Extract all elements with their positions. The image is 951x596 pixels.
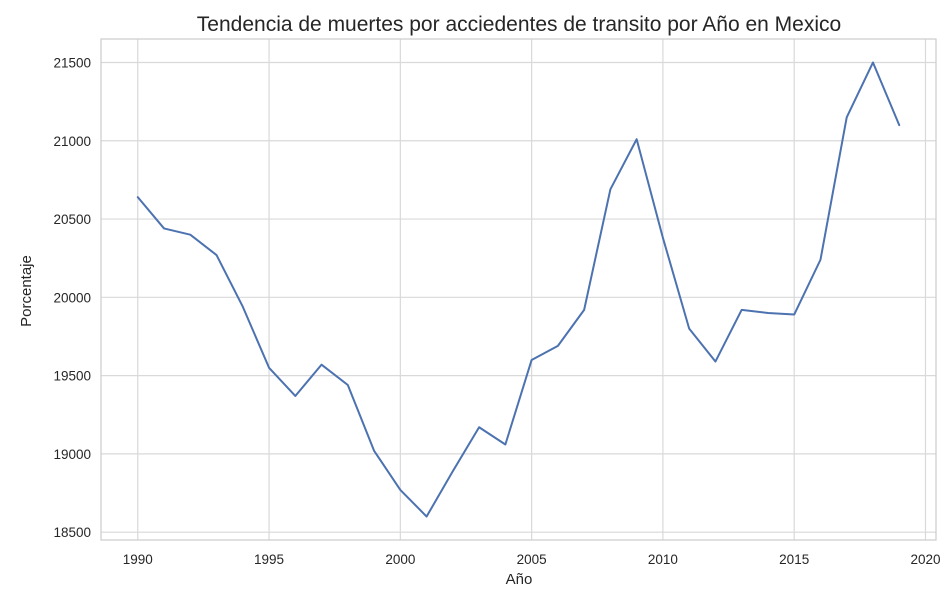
x-tick-label: 2005: [517, 552, 547, 567]
x-tick-label: 2010: [648, 552, 678, 567]
y-tick-labels: 18500 19000 19500 20000 20500 21000 21500: [53, 55, 91, 540]
x-tick-labels: 1990 1995 2000 2005 2010 2015 2020: [123, 552, 941, 567]
y-tick-label: 19000: [53, 447, 91, 462]
y-tick-label: 19500: [53, 369, 91, 384]
x-gridlines: [137, 39, 927, 540]
x-tick-label: 1995: [254, 552, 284, 567]
y-gridlines: [101, 61, 936, 533]
series-line: [136, 61, 901, 518]
x-axis-label: Año: [506, 571, 533, 588]
y-axis-label: Porcentaje: [18, 255, 35, 327]
x-tick-label: 1990: [123, 552, 153, 567]
x-tick-label: 2000: [385, 552, 415, 567]
plot-frame: [100, 38, 937, 541]
y-tick-label: 20000: [53, 290, 91, 305]
y-tick-label: 21500: [53, 55, 91, 70]
y-tick-label: 21000: [53, 134, 91, 149]
x-tick-label: 2020: [910, 552, 940, 567]
y-tick-label: 20500: [53, 212, 91, 227]
chart-title: Tendencia de muertes por acciedentes de …: [197, 13, 841, 36]
y-tick-label: 18500: [53, 525, 91, 540]
x-tick-label: 2015: [779, 552, 809, 567]
